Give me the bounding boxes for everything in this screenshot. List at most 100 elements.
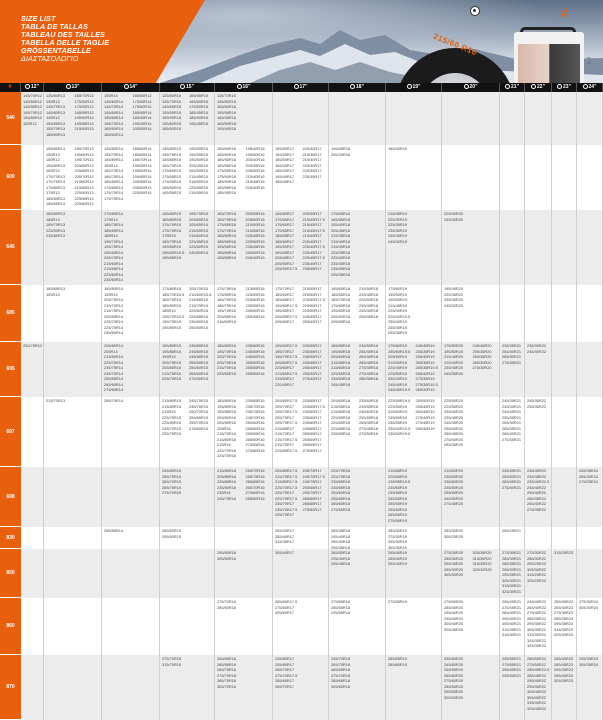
tire-size: 205/55R17: [302, 211, 322, 216]
tire-size: 235/60R15: [189, 319, 209, 324]
tire-size: 215/45R15: [189, 173, 209, 179]
size-cell: 185/80R16 195/80R16 195/85R16 205/80R16 205/…: [215, 397, 273, 467]
tire-size: 265/30R20: [472, 359, 492, 365]
header-banner: SIZE LIST TABLA DE TALLAS TABLEAU DES TA…: [0, 0, 603, 83]
size-cell: 185/65R13 195R13: [44, 285, 102, 342]
tire-size: 185/70R18: [331, 297, 351, 302]
tire-size: 205/45R17: [275, 255, 295, 260]
size-cell: 295/55R21 275/55R21 295/45R21 295/50R21: [500, 655, 525, 720]
tire-size: 225/55R18: [331, 414, 351, 420]
tire-size: 215/60R17.5: [275, 370, 298, 376]
tire-size: 195/50R13: [74, 115, 94, 120]
tire-size: 285/65R17: [275, 678, 295, 683]
tire-size: 265/65R17.5: [275, 599, 298, 604]
rim-diameter-icon: [505, 83, 511, 89]
tire-size: 195/60R18: [331, 308, 351, 313]
tire-size: 305/40R21: [502, 621, 522, 626]
tire-size: 245/35R20: [444, 370, 464, 376]
tire-size: 265/40R22: [527, 604, 547, 610]
tire-size: 195/85R15: [162, 348, 182, 354]
tire-size: 205/55R14: [132, 179, 152, 184]
size-cell: [102, 549, 160, 598]
tire-size: 175/55R16: [217, 168, 237, 173]
header-size-15: 15": [160, 83, 215, 92]
tire-size: 185/70R14: [132, 157, 152, 162]
size-code: 695: [0, 342, 21, 397]
tire-size: 235/65R16: [245, 398, 265, 403]
size-cell: 250/75R12: [21, 342, 44, 397]
tire-size: 235/45R17: [302, 266, 322, 271]
tire-size: 185/45R17: [275, 179, 295, 184]
tire-size: 215/50R17: [302, 233, 322, 238]
tire-size: 255/40R21: [502, 420, 522, 425]
title-en: SIZE LIST: [21, 14, 56, 23]
rim-diameter-icon: [236, 83, 242, 89]
size-cell: [44, 655, 102, 720]
tire-size: 305/50R16: [217, 555, 237, 561]
tire-size: 275/60R17: [275, 604, 295, 610]
size-cell: 185/80R16 195/75R16 205/70R16 205/75R16 215/…: [215, 342, 273, 397]
tire-size: 235/55R21: [502, 468, 522, 473]
size-cell: 165/70R16 165/75R16 175/65R16 175/70R16 185/…: [215, 210, 273, 285]
rim-diameter-icon: [180, 83, 186, 89]
tire-size: 215/70R17: [275, 431, 295, 436]
tire-size: 225/70R15: [162, 376, 182, 381]
tire-size: 195/80R15: [162, 343, 182, 348]
tire-size: 315/25R23: [554, 550, 574, 555]
tire-size: 215/70R15: [189, 302, 209, 308]
tire-size: 115/70R16: [217, 93, 236, 98]
tire-size: 275/45R20: [444, 501, 464, 506]
tire-size: 275/35R21: [502, 436, 522, 442]
tire-size: 285/35R18: [331, 528, 351, 533]
tire-size: 205/45R16: [245, 162, 265, 168]
size-cell: 215/65R19 225/65R19 235/55R19.5 235/60R19 23…: [386, 467, 442, 527]
tire-size: 215/60R15: [189, 233, 209, 238]
tire-size: 265/40R22: [527, 501, 547, 506]
tire-size: 175/50R16: [217, 173, 237, 179]
tire-size: 245/40R18: [359, 308, 379, 313]
tire-size: 155/75R15: [162, 151, 182, 157]
tire-size: 245/60R17: [302, 420, 322, 425]
tire-size: 285/30R19: [415, 387, 435, 392]
tire-size: 275/60R14: [104, 387, 124, 392]
tire-size: 215/70R13: [46, 398, 66, 403]
tire-size: 250/60R16: [245, 420, 265, 425]
size-cell: 175/80R15 185/70R15.5 185/75R15 185/80R15 18…: [160, 285, 215, 342]
table-row: 695 250/75R12 205/80R14 205R14 215/80R14 225/…: [0, 342, 603, 397]
size-cell: 155/50R17 155/55R17 165/55R17 165/40R17 185/…: [273, 145, 329, 210]
tire-size: 185/65R13: [46, 201, 66, 206]
size-cell: [552, 210, 577, 285]
tire-size: 205/60R14: [132, 184, 152, 190]
size-cell: [21, 145, 44, 210]
tire-size: 185/70R15.5: [162, 291, 185, 297]
tire-size: 285/40R17: [275, 533, 295, 539]
tire-size: 195/60R15: [162, 244, 182, 249]
tire-size: 205/60R18: [331, 398, 351, 403]
tire-size: 245/70R14: [104, 370, 124, 376]
tire-size: 265/75R16: [217, 667, 237, 672]
tire-size: 285/55R18: [331, 604, 351, 610]
tire-size: 285/60R19: [388, 661, 408, 667]
tire-size: 225/45R16: [245, 233, 265, 238]
table-row: 830 255/55R14 265/50R15 295/50R15 265/40R17 2…: [0, 527, 603, 549]
size-cell: [577, 342, 603, 397]
tire-size: 225/60R19: [388, 409, 408, 414]
tire-size: 215/65R13: [74, 184, 94, 190]
tire-size: 145/70R13: [46, 104, 66, 109]
tire-size: 215/60R16: [217, 319, 237, 324]
tire-size: 175/55R15: [162, 173, 182, 179]
tire-size: 265/70R14: [104, 398, 124, 403]
tire-size: 195/75R16: [217, 348, 237, 354]
rim-diameter-icon: [65, 83, 71, 89]
tire-size: 175/50R15: [162, 179, 182, 184]
tire-size: 235/50R16: [245, 249, 265, 255]
tire-size: 245/70R15: [189, 398, 209, 403]
size-cell: [215, 527, 273, 549]
size-cell: [21, 285, 44, 342]
rim-diameter-icon: [582, 83, 588, 89]
tire-size: 225/75R16: [217, 453, 237, 458]
tire-size: 315/30R22: [527, 632, 547, 637]
tire-size: 205/75R15: [162, 359, 182, 365]
tire-size: 185/60R17: [275, 238, 295, 244]
wheel-rim-image: [420, 73, 490, 83]
